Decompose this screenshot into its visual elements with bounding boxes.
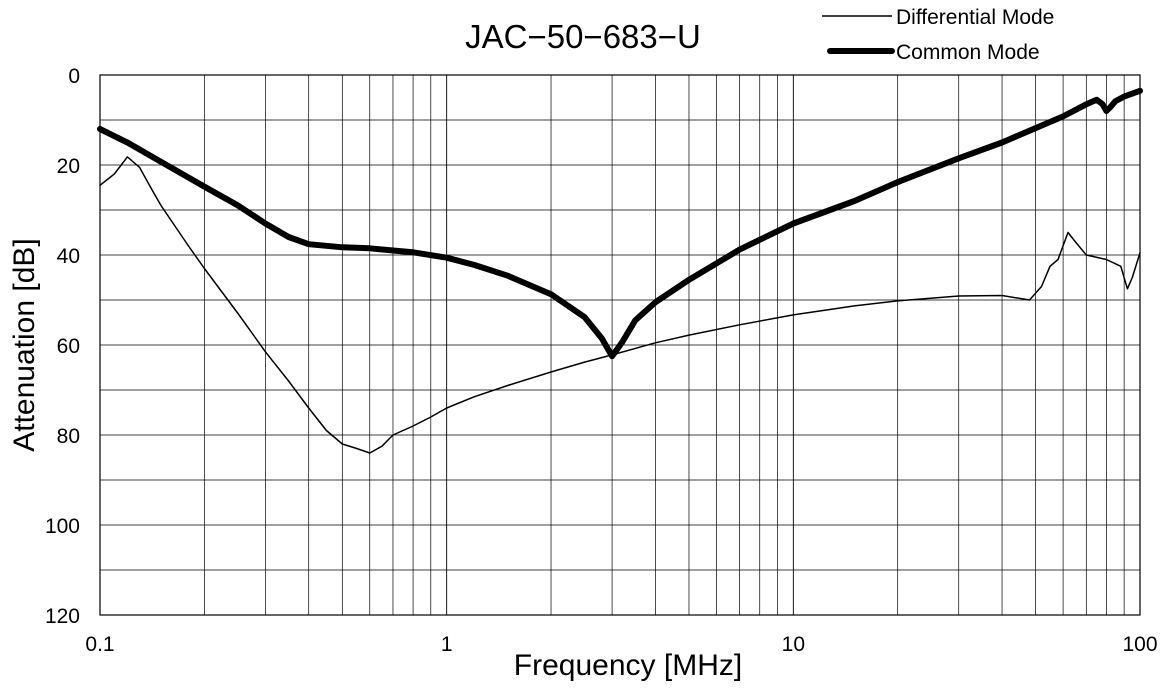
tick-labels: 0.1 1 10 100 0 20 40 60 80 100 120 bbox=[45, 65, 1158, 656]
legend: Differential Mode Common Mode bbox=[822, 6, 1054, 64]
series-line-common-mode bbox=[97, 87, 1143, 360]
y-tick-label: 0 bbox=[68, 65, 80, 88]
chart-title: JAC−50−683−U bbox=[465, 18, 701, 55]
x-axis-label: Frequency [MHz] bbox=[514, 649, 742, 682]
y-tick-label: 120 bbox=[45, 605, 80, 628]
plot-frame bbox=[99, 74, 1141, 616]
legend-label-differential-mode: Differential Mode bbox=[896, 6, 1054, 29]
y-tick-label: 60 bbox=[57, 335, 80, 358]
series-lines bbox=[97, 87, 1143, 454]
grid-lines bbox=[100, 75, 1140, 615]
series-line-differential-mode bbox=[99, 156, 1141, 454]
x-tick-label: 1 bbox=[441, 633, 453, 656]
x-tick-label: 10 bbox=[782, 633, 805, 656]
y-tick-label: 40 bbox=[57, 245, 80, 268]
y-tick-label: 100 bbox=[45, 515, 80, 538]
y-tick-label: 80 bbox=[57, 425, 80, 448]
x-tick-label: 0.1 bbox=[85, 633, 114, 656]
legend-label-common-mode: Common Mode bbox=[896, 41, 1040, 64]
y-axis-label: Attenuation [dB] bbox=[8, 238, 41, 452]
x-tick-label: 100 bbox=[1122, 633, 1157, 656]
y-tick-label: 20 bbox=[57, 155, 80, 178]
